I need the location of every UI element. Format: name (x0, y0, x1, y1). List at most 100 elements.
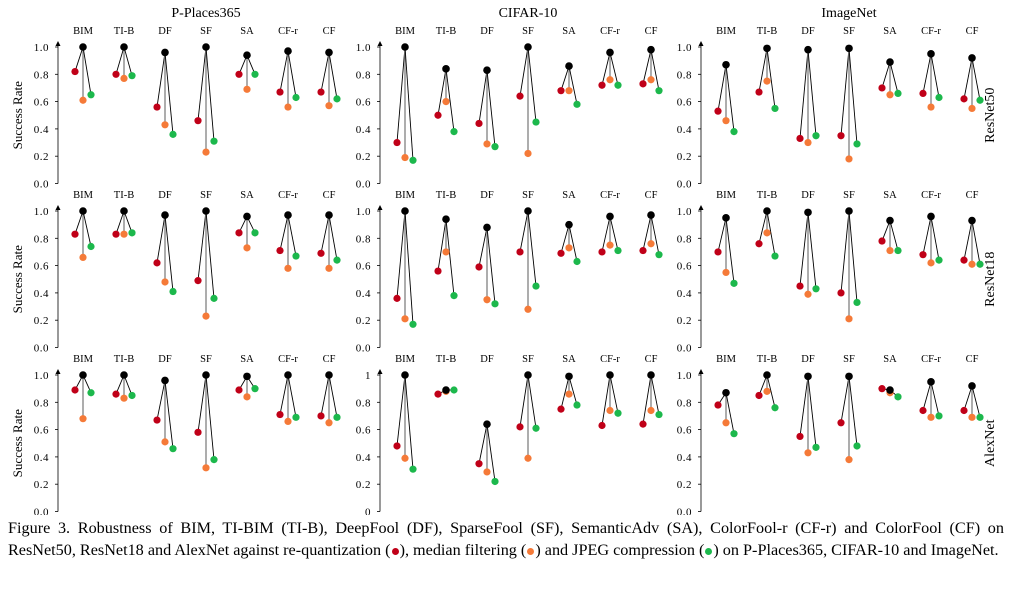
stem-re-quantization (519, 374, 529, 427)
y-tick-label: 0.2 (677, 479, 692, 491)
point-median-filtering-df (483, 140, 491, 148)
point-original-cf-r (927, 378, 935, 386)
point-median-filtering-cf (325, 419, 333, 427)
point-original-df (483, 420, 491, 428)
point-original-df (804, 45, 812, 54)
stem-jpeg-compression (609, 374, 619, 414)
point-re-quantization-cf (639, 80, 647, 88)
point-jpeg-compression-bim (730, 430, 738, 438)
point-jpeg-compression-sf (853, 140, 861, 148)
point-jpeg-compression-bim (87, 389, 95, 397)
caption-text-2: ), median filtering ( (399, 541, 527, 559)
point-original-bim (722, 60, 730, 69)
stem-jpeg-compression (287, 215, 297, 257)
point-original-bim (401, 207, 409, 215)
point-original-sa (243, 51, 251, 59)
attack-label-sa: SA (883, 190, 897, 201)
point-re-quantization-bim (714, 107, 722, 115)
stem-jpeg-compression (287, 374, 297, 418)
attack-label-sf: SF (843, 190, 855, 201)
point-jpeg-compression-ti-b (450, 292, 458, 300)
point-jpeg-compression-df (812, 443, 820, 451)
stem-re-quantization (519, 210, 529, 253)
point-re-quantization-bim (393, 294, 401, 302)
stem-jpeg-compression (650, 215, 660, 255)
attack-label-ti-b: TI-B (436, 26, 456, 37)
y-tick-label: 1.0 (34, 370, 49, 382)
stem-re-quantization (922, 53, 932, 94)
point-original-cf-r (927, 50, 935, 58)
point-re-quantization-cf-r (276, 246, 284, 255)
attack-label-sf: SF (843, 354, 855, 365)
y-tick-label: 1 (365, 370, 371, 382)
point-jpeg-compression-bim (730, 279, 738, 287)
stem-re-quantization (717, 64, 727, 112)
attack-label-cf: CF (966, 354, 979, 365)
point-re-quantization-df (796, 432, 804, 441)
y-axis-arrow-icon (698, 41, 704, 46)
y-tick-label: 0.2 (356, 479, 371, 491)
attack-label-bim: BIM (73, 26, 94, 37)
stem-re-quantization (115, 210, 125, 235)
stem-jpeg-compression (568, 224, 578, 262)
point-original-ti-b (763, 371, 771, 379)
point-re-quantization-sa (235, 229, 243, 237)
attack-label-ti-b: TI-B (436, 190, 456, 201)
stem-jpeg-compression (766, 210, 776, 257)
point-jpeg-compression-cf-r (614, 81, 622, 89)
point-jpeg-compression-cf (976, 96, 984, 104)
y-tick-label: 0.0 (356, 343, 371, 355)
attack-label-ti-b: TI-B (114, 190, 134, 201)
point-original-cf (968, 382, 976, 390)
y-tick-label: 0.0 (34, 507, 49, 516)
attack-label-cf-r: CF-r (600, 26, 620, 37)
attack-label-sa: SA (562, 190, 576, 201)
y-tick-label: 1.0 (677, 42, 692, 54)
attack-label-sa: SA (562, 26, 576, 37)
point-jpeg-compression-sa (251, 385, 259, 393)
attack-label-sa: SA (240, 354, 254, 365)
point-median-filtering-cf-r (606, 241, 614, 249)
point-re-quantization-cf (639, 420, 647, 428)
point-original-sa (565, 220, 573, 229)
stem-re-quantization (197, 46, 207, 121)
caption-text-3: ) and JPEG compression ( (535, 541, 705, 559)
point-re-quantization-cf-r (598, 81, 606, 89)
point-original-cf-r (606, 212, 614, 221)
point-original-ti-b (763, 207, 771, 215)
point-jpeg-compression-sf (853, 442, 861, 450)
point-jpeg-compression-sf (210, 137, 218, 145)
point-jpeg-compression-sa (894, 89, 902, 98)
point-re-quantization-bim (71, 230, 79, 238)
point-re-quantization-df (153, 416, 161, 424)
stem-re-quantization (799, 376, 809, 437)
stem-re-quantization (279, 374, 289, 415)
stem-jpeg-compression (766, 48, 776, 109)
point-median-filtering-ti-b (763, 77, 771, 85)
stem-jpeg-compression (445, 68, 455, 132)
stem-re-quantization (197, 374, 207, 433)
point-original-cf-r (284, 211, 292, 219)
attack-label-df: DF (480, 354, 494, 365)
point-jpeg-compression-df (169, 130, 177, 138)
attack-label-sf: SF (522, 354, 534, 365)
point-jpeg-compression-sf (853, 298, 861, 307)
point-re-quantization-ti-b (434, 111, 442, 119)
point-original-bim (79, 371, 87, 379)
stem-re-quantization (840, 376, 850, 423)
y-axis-arrow-icon (698, 369, 704, 374)
point-re-quantization-ti-b (112, 70, 120, 78)
point-median-filtering-sa (565, 87, 573, 95)
point-original-sf (202, 371, 210, 379)
point-jpeg-compression-bim (409, 320, 417, 328)
stem-jpeg-compression (287, 51, 297, 98)
point-jpeg-compression-sa (894, 393, 902, 401)
point-original-sa (886, 386, 894, 394)
point-re-quantization-cf-r (598, 421, 606, 430)
panel-imagenet-resnet50: 0.0 0.2 0.4 0.6 0.8 1.0 ResNet50 BIM TI-B DF SF SA C… (677, 26, 998, 191)
attack-label-ti-b: TI-B (757, 26, 777, 37)
attack-label-bim: BIM (395, 354, 416, 365)
point-jpeg-compression-df (169, 445, 177, 453)
point-median-filtering-cf (968, 260, 976, 268)
y-tick-label: 0.2 (356, 315, 371, 327)
